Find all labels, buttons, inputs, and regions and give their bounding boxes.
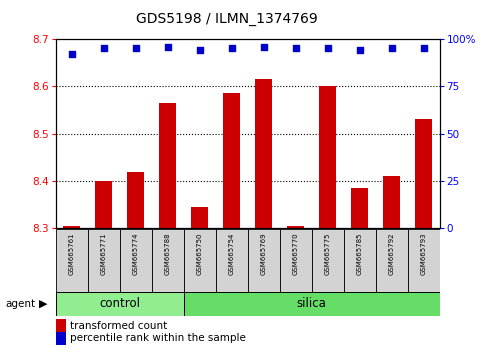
Text: GSM665769: GSM665769 (260, 232, 267, 275)
Text: agent: agent (6, 299, 36, 309)
Bar (191, 207, 208, 228)
Bar (63, 226, 80, 228)
Bar (127, 171, 144, 228)
Bar (248, 229, 280, 292)
Text: silica: silica (297, 297, 327, 310)
Bar (280, 229, 312, 292)
Text: GSM665750: GSM665750 (197, 232, 202, 275)
Text: GSM665761: GSM665761 (69, 232, 74, 275)
Bar (351, 188, 369, 228)
Text: GSM665785: GSM665785 (356, 232, 363, 275)
Bar (159, 103, 176, 228)
Point (164, 44, 171, 49)
Bar (312, 229, 343, 292)
Bar (87, 229, 120, 292)
Point (324, 46, 331, 51)
Text: GSM665788: GSM665788 (165, 232, 170, 275)
Text: control: control (99, 297, 140, 310)
Bar (56, 292, 184, 316)
Point (292, 46, 299, 51)
Bar (95, 181, 113, 228)
Text: GSM665770: GSM665770 (293, 232, 298, 275)
Text: transformed count: transformed count (70, 321, 167, 331)
Bar (415, 119, 432, 228)
Point (388, 46, 396, 51)
Bar (223, 93, 241, 228)
Point (68, 51, 75, 57)
Bar (184, 229, 215, 292)
Text: GSM665754: GSM665754 (228, 232, 235, 275)
Text: ▶: ▶ (39, 299, 48, 309)
Point (99, 46, 107, 51)
Text: GSM665771: GSM665771 (100, 232, 107, 275)
Bar (376, 229, 408, 292)
Text: percentile rank within the sample: percentile rank within the sample (70, 333, 246, 343)
Point (420, 46, 427, 51)
Text: GDS5198 / ILMN_1374769: GDS5198 / ILMN_1374769 (136, 12, 318, 27)
Text: GSM665775: GSM665775 (325, 232, 330, 275)
Bar (120, 229, 152, 292)
Bar (343, 229, 376, 292)
Bar (184, 292, 440, 316)
Point (227, 46, 235, 51)
Point (260, 44, 268, 49)
Point (355, 47, 363, 53)
Bar (408, 229, 440, 292)
Bar (255, 79, 272, 228)
Bar (383, 176, 400, 228)
Bar (56, 229, 87, 292)
Bar (287, 226, 304, 228)
Point (196, 47, 203, 53)
Bar (215, 229, 248, 292)
Text: GSM665793: GSM665793 (421, 232, 426, 275)
Text: GSM665792: GSM665792 (388, 232, 395, 275)
Bar (319, 86, 336, 228)
Point (132, 46, 140, 51)
Bar (152, 229, 184, 292)
Text: GSM665774: GSM665774 (132, 232, 139, 275)
